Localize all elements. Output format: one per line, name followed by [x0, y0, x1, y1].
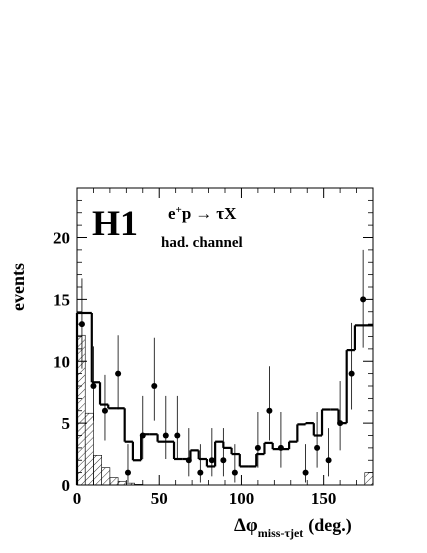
process-arrow: → [195, 204, 212, 223]
data-point-8 [174, 432, 181, 439]
data-point-6 [151, 383, 158, 389]
data-point-11 [208, 457, 215, 464]
data-point-1 [90, 383, 97, 389]
data-point-9 [185, 457, 192, 464]
y-axis-label: events [8, 263, 28, 311]
data-point-14 [254, 444, 261, 451]
y-tick-label-1: 5 [62, 414, 71, 433]
data-point-21 [348, 370, 355, 377]
hatched-bin-4 [109, 477, 119, 486]
data-point-4 [124, 469, 131, 476]
y-tick-label-0: 0 [62, 476, 71, 495]
x-axis-label-main: Δφ [234, 515, 258, 536]
x-axis-label-unit: (deg.) [308, 515, 352, 536]
data-point-15 [266, 407, 273, 414]
data-point-5 [139, 432, 146, 439]
x-axis-label: Δφmiss-τjet (deg.) [234, 515, 352, 540]
process-electron: e [168, 204, 176, 223]
x-tick-label-0: 0 [73, 489, 82, 508]
process-label: e+p → τX [168, 204, 237, 223]
hatched-bin-2 [93, 454, 102, 486]
data-point-20 [337, 420, 344, 427]
data-point-7 [162, 432, 169, 439]
process-proton: p [182, 204, 191, 223]
y-tick-label-3: 15 [53, 290, 70, 309]
x-tick-label-1: 50 [151, 489, 168, 508]
hatched-bin-0 [76, 334, 86, 486]
data-point-3 [115, 370, 122, 377]
hatched-bin-3 [101, 467, 111, 486]
data-point-12 [220, 457, 227, 464]
y-tick-label-4: 20 [53, 229, 70, 248]
data-point-10 [197, 469, 204, 476]
x-tick-label-3: 150 [311, 489, 337, 508]
plot-frame [76, 187, 374, 486]
data-point-2 [101, 407, 108, 414]
axis-ticks-layer: 0 50 100 150 0 5 10 15 20 [53, 187, 374, 508]
experiment-label: H1 [92, 203, 138, 243]
process-final-state: τX [216, 204, 237, 223]
hatched-bin-9 [364, 472, 374, 486]
data-points-layer [78, 249, 367, 483]
data-point-13 [231, 469, 238, 476]
data-point-19 [325, 457, 332, 464]
x-axis-label-sub: miss-τjet [258, 526, 304, 540]
y-tick-label-2: 10 [53, 352, 70, 371]
hatched-bin-5 [117, 480, 127, 486]
process-charge-sup: + [176, 204, 182, 216]
channel-label: had. channel [161, 235, 243, 251]
data-point-16 [277, 444, 284, 451]
x-tick-label-2: 100 [229, 489, 255, 508]
data-point-17 [302, 469, 309, 476]
data-point-18 [314, 444, 321, 451]
hatched-bin-1 [84, 412, 94, 486]
